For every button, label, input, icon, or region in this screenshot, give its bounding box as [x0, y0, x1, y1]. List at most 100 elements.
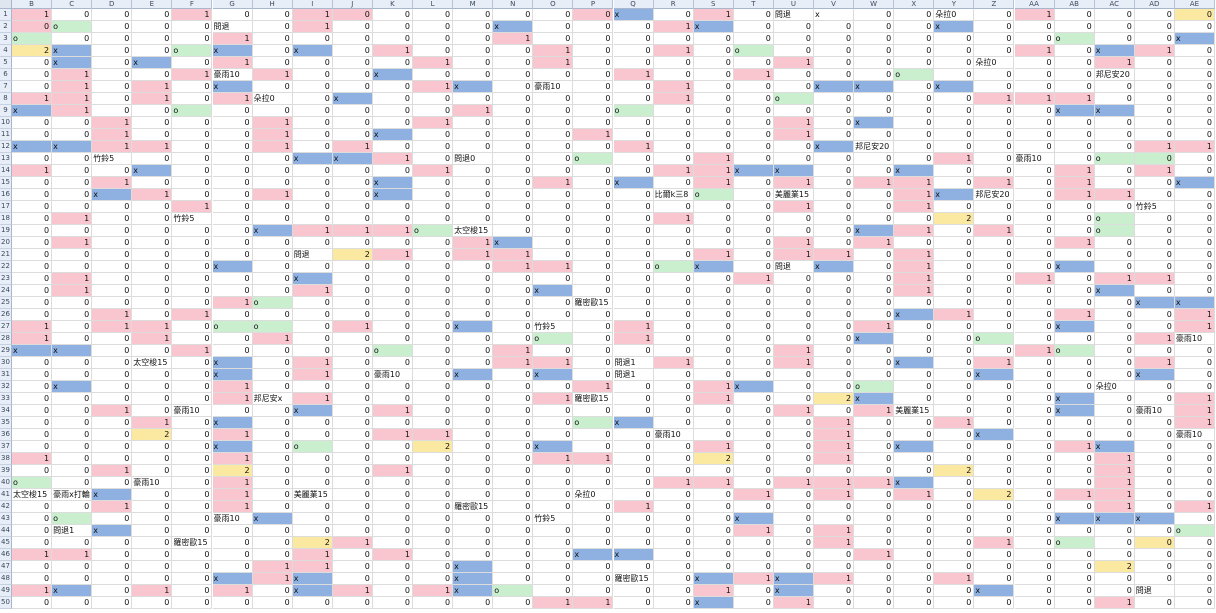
cell-y19[interactable]: 0 [934, 225, 975, 237]
cell-t1[interactable]: 0 [733, 9, 774, 21]
cell-x24[interactable]: 1 [894, 285, 935, 297]
cell-i39[interactable]: 0 [292, 465, 333, 477]
cell-l26[interactable]: 0 [413, 309, 454, 321]
cell-p14[interactable]: 0 [573, 165, 614, 177]
cell-aa13[interactable]: 豪雨10 [1014, 153, 1055, 165]
cell-h6[interactable]: 1 [252, 69, 293, 81]
cell-e12[interactable]: 1 [132, 141, 173, 153]
cell-l36[interactable]: 1 [413, 429, 454, 441]
column-header-t[interactable]: T [733, 0, 774, 9]
cell-n38[interactable]: 0 [493, 453, 534, 465]
cell-r36[interactable]: 豪雨10 [653, 429, 694, 441]
cell-z16[interactable]: 邦尼安20 [974, 189, 1015, 201]
cell-b11[interactable]: 0 [12, 129, 53, 141]
row-header-45[interactable]: 45 [0, 537, 12, 549]
cell-m6[interactable]: 0 [453, 69, 494, 81]
cell-aa27[interactable]: 0 [1014, 321, 1055, 333]
cell-d21[interactable]: 0 [92, 249, 133, 261]
cell-ac34[interactable]: 0 [1094, 405, 1135, 417]
cell-q19[interactable]: 0 [613, 225, 654, 237]
cell-t11[interactable]: 0 [733, 129, 774, 141]
cell-g28[interactable]: 0 [212, 333, 253, 345]
cell-f41[interactable]: 0 [172, 489, 213, 501]
cell-ad5[interactable]: 0 [1134, 57, 1175, 69]
cell-x43[interactable]: 0 [894, 513, 935, 525]
cell-k34[interactable]: 1 [372, 405, 413, 417]
cell-h37[interactable]: 0 [252, 441, 293, 453]
cell-h23[interactable]: 0 [252, 273, 293, 285]
row-header-10[interactable]: 10 [0, 117, 12, 129]
cell-r32[interactable]: 0 [653, 381, 694, 393]
cell-y24[interactable]: 0 [934, 285, 975, 297]
cell-ad23[interactable]: 1 [1134, 273, 1175, 285]
cell-v42[interactable]: 0 [814, 501, 855, 513]
cell-ae19[interactable]: 0 [1174, 225, 1215, 237]
cell-z29[interactable]: 0 [974, 345, 1015, 357]
cell-x28[interactable]: 0 [894, 333, 935, 345]
cell-w41[interactable]: 0 [854, 489, 895, 501]
cell-m45[interactable]: 0 [453, 537, 494, 549]
cell-i46[interactable]: 1 [292, 549, 333, 561]
cell-z14[interactable]: 0 [974, 165, 1015, 177]
cell-b25[interactable]: 0 [12, 297, 53, 309]
cell-n32[interactable]: 0 [493, 381, 534, 393]
cell-ae18[interactable]: 0 [1174, 213, 1215, 225]
cell-c46[interactable]: 1 [52, 549, 93, 561]
cell-o6[interactable]: 0 [533, 69, 574, 81]
cell-g26[interactable]: 0 [212, 309, 253, 321]
cell-c24[interactable]: 1 [52, 285, 93, 297]
cell-u39[interactable]: 0 [773, 465, 814, 477]
cell-t44[interactable]: 1 [733, 525, 774, 537]
cell-d48[interactable]: 0 [92, 573, 133, 585]
row-header-26[interactable]: 26 [0, 309, 12, 321]
cell-i30[interactable]: 1 [292, 357, 333, 369]
cell-ac27[interactable]: 0 [1094, 321, 1135, 333]
cell-b5[interactable]: 0 [12, 57, 53, 69]
cell-y49[interactable]: 0 [934, 585, 975, 597]
cell-p4[interactable]: 0 [573, 45, 614, 57]
cell-r1[interactable]: 0 [653, 9, 694, 21]
cell-p31[interactable]: 0 [573, 369, 614, 381]
cell-v45[interactable]: 1 [814, 537, 855, 549]
row-header-44[interactable]: 44 [0, 525, 12, 537]
row-header-15[interactable]: 15 [0, 177, 12, 189]
cell-l47[interactable]: 0 [413, 561, 454, 573]
cell-r46[interactable]: 0 [653, 549, 694, 561]
cell-g33[interactable]: 1 [212, 393, 253, 405]
cell-t16[interactable]: 0 [733, 189, 774, 201]
cell-u28[interactable]: 0 [773, 333, 814, 345]
cell-j44[interactable]: 0 [332, 525, 373, 537]
cell-t27[interactable]: 0 [733, 321, 774, 333]
cell-l11[interactable]: 0 [413, 129, 454, 141]
cell-b50[interactable]: 0 [12, 597, 53, 609]
cell-ae17[interactable]: 0 [1174, 201, 1215, 213]
cell-g29[interactable]: 0 [212, 345, 253, 357]
cell-y16[interactable]: x [934, 189, 975, 201]
cell-h8[interactable]: 朵拉0 [252, 93, 293, 105]
cell-l4[interactable]: 0 [413, 45, 454, 57]
cell-j50[interactable]: 0 [332, 597, 373, 609]
cell-i25[interactable]: 0 [292, 297, 333, 309]
cell-x32[interactable]: 0 [894, 381, 935, 393]
cell-r22[interactable]: o [653, 261, 694, 273]
cell-y8[interactable]: 0 [934, 93, 975, 105]
cell-y41[interactable]: 0 [934, 489, 975, 501]
cell-p32[interactable]: 1 [573, 381, 614, 393]
cell-d34[interactable]: 1 [92, 405, 133, 417]
cell-u27[interactable]: 0 [773, 321, 814, 333]
cell-h30[interactable]: 0 [252, 357, 293, 369]
cell-n1[interactable]: 0 [493, 9, 534, 21]
row-header-29[interactable]: 29 [0, 345, 12, 357]
cell-t7[interactable]: 0 [733, 81, 774, 93]
cell-q14[interactable]: 0 [613, 165, 654, 177]
cell-f46[interactable]: 0 [172, 549, 213, 561]
cell-t48[interactable]: 1 [733, 573, 774, 585]
select-all-corner[interactable] [0, 0, 12, 9]
cell-k27[interactable]: 0 [372, 321, 413, 333]
cell-j10[interactable]: 0 [332, 117, 373, 129]
cell-j47[interactable]: 0 [332, 561, 373, 573]
cell-o7[interactable]: 豪雨10 [533, 81, 574, 93]
cell-q49[interactable]: 0 [613, 585, 654, 597]
cell-y27[interactable]: 0 [934, 321, 975, 333]
row-header-11[interactable]: 11 [0, 129, 12, 141]
